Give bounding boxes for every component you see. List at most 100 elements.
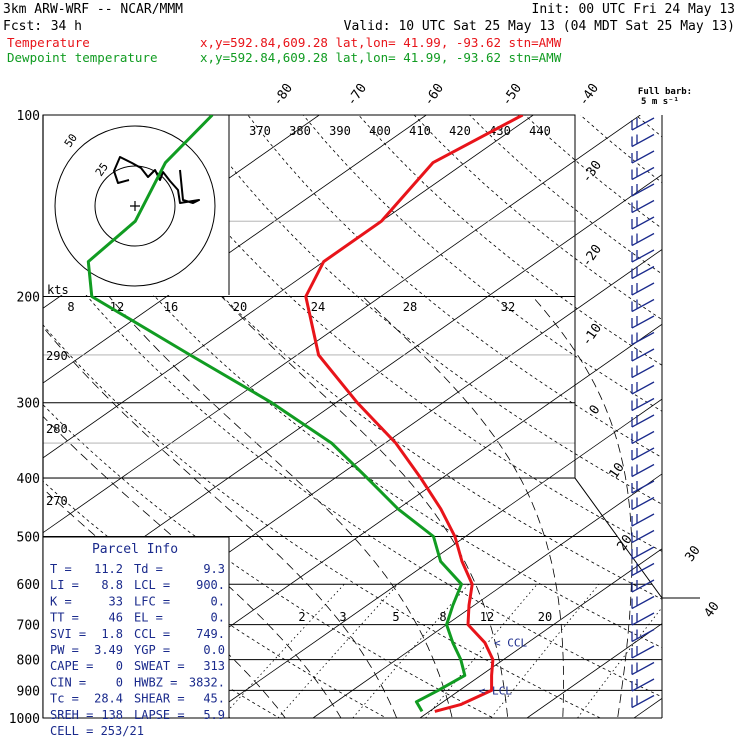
wind-barb: [631, 430, 655, 445]
dry-adiabat: [43, 404, 495, 718]
wind-barb: [631, 694, 655, 709]
theta-label: 270: [46, 494, 68, 508]
isotherm-line: [43, 115, 534, 459]
dry-adiabat: [358, 115, 662, 366]
parcel-info-panel: Parcel Info T = 11.2 Td = 9.3 LI = 8.8 LCL = 90…: [42, 536, 230, 738]
parcel-info-value: 313: [203, 659, 225, 673]
wind-barb: [631, 612, 655, 626]
parcel-info-value: 138: [101, 708, 123, 722]
parcel-info-cell-label: CELL = 253/21: [50, 724, 144, 738]
isotherm-label: -50: [499, 81, 525, 109]
mixing-ratio-label: 8: [439, 610, 446, 624]
pressure-label: 600: [17, 578, 40, 593]
wind-barb: [631, 150, 655, 164]
parcel-info-key: EL =: [134, 611, 163, 625]
isotherm-line: [419, 548, 662, 718]
parcel-info-key: K =: [50, 594, 72, 608]
wind-speed-label: 8: [67, 300, 74, 314]
pressure-label: 800: [17, 654, 40, 669]
wind-barb: [631, 447, 655, 461]
parcel-info-key: T =: [50, 562, 72, 576]
isotherm-line: [312, 473, 662, 718]
pressure-label: 700: [17, 619, 40, 634]
wind-barb: [631, 645, 655, 659]
wind-barb: [631, 166, 655, 181]
parcel-info-key: Tc =: [50, 692, 79, 706]
wind-speed-label: 24: [311, 300, 325, 314]
parcel-info-key: PW =: [50, 643, 79, 657]
dry-adiabat: [413, 115, 662, 321]
barb-legend-title: Full barb:: [638, 87, 692, 97]
wind-barb: [631, 463, 655, 478]
wind-barb: [631, 315, 655, 329]
wind-barb: [631, 364, 655, 379]
model-name: 3km ARW-WRF -- NCAR/MMM: [3, 2, 183, 17]
parcel-info-key: TT =: [50, 611, 79, 625]
isotherm-label: 40: [701, 599, 722, 620]
wind-barb: [631, 480, 655, 494]
wind-barb: [631, 216, 655, 230]
legend-temperature: Temperature: [7, 35, 90, 50]
forecast-label: Fcst:: [3, 19, 42, 34]
moist-adiabat: [669, 297, 722, 731]
parcel-info-value: 0: [116, 659, 123, 673]
theta-e-label: 370: [249, 124, 271, 138]
wind-barb: [631, 298, 655, 313]
isotherm-label: 30: [682, 543, 703, 564]
parcel-info-value: 5.9: [203, 708, 225, 722]
pressure-label: 100: [17, 109, 40, 124]
valid-time: Valid: 10 UTC Sat 25 May 13 (04 MDT Sat …: [344, 19, 735, 34]
pressure-label: 1000: [9, 712, 40, 727]
parcel-info-value: 33: [109, 594, 123, 608]
dewpoint-profile: [86, 115, 467, 713]
chart-header: 3km ARW-WRF -- NCAR/MMM Init: 00 UTC Fri…: [3, 2, 735, 107]
mixing-ratio-label: 5: [392, 610, 399, 624]
mixing-ratio-line: [490, 583, 600, 718]
parcel-info-key: LFC =: [134, 594, 170, 608]
parcel-info-key: HWBZ =: [134, 675, 177, 689]
profile-curves: [86, 115, 524, 713]
moist-adiabat: [221, 296, 509, 718]
moist-adiabat: [723, 297, 740, 731]
parcel-info-key: YGP =: [134, 643, 170, 657]
wind-barb: [631, 628, 655, 643]
hodograph-ring: [54, 125, 216, 287]
parcel-info-value: 1.8: [101, 627, 123, 641]
mixing-ratio-line: [277, 583, 399, 718]
hodograph-panel: 50 25 kts: [43, 115, 230, 297]
theta-e-label: 440: [529, 124, 551, 138]
hodograph-origin: [130, 201, 140, 211]
mixing-ratio-label: 12: [480, 610, 494, 624]
hodograph-ring-label: 25: [93, 160, 111, 178]
moist-adiabat: [362, 296, 564, 718]
dewpoint-location: x,y=592.84,609.28 lat,lon= 41.99, -93.62…: [200, 50, 562, 65]
dry-adiabat: [43, 324, 602, 718]
wind-barb: [631, 414, 655, 428]
parcel-info-key: Td =: [134, 562, 163, 576]
dry-adiabat: [192, 115, 662, 505]
isotherm-label: -60: [421, 81, 447, 109]
isotherm-line: [43, 115, 641, 534]
theta-label: 290: [46, 349, 68, 363]
parcel-info-value: 900.: [196, 578, 225, 592]
wind-barb: [631, 183, 655, 197]
parcel-info-box: [42, 536, 230, 719]
wind-barb: [631, 265, 655, 280]
parcel-info-value: 11.2: [94, 562, 123, 576]
wind-barb: [631, 579, 655, 593]
parcel-markers: < CCL < LCL: [479, 636, 528, 697]
wind-speed-label: 16: [164, 300, 178, 314]
isotherm-label: 20: [614, 532, 635, 553]
parcel-info-key: LI =: [50, 578, 79, 592]
parcel-info-value: 0.: [211, 611, 225, 625]
wind-barb: [631, 117, 655, 131]
temperature-profile: [304, 115, 524, 713]
parcel-info-key: SHEAR =: [134, 692, 185, 706]
dry-adiabat: [43, 239, 662, 698]
wind-speed-label: 20: [233, 300, 247, 314]
isotherm-label: -80: [270, 81, 296, 109]
dry-adiabat: [302, 115, 662, 412]
parcel-info-key: CCL =: [134, 627, 170, 641]
theta-e-label: 400: [369, 124, 391, 138]
pressure-label: 300: [17, 397, 40, 412]
